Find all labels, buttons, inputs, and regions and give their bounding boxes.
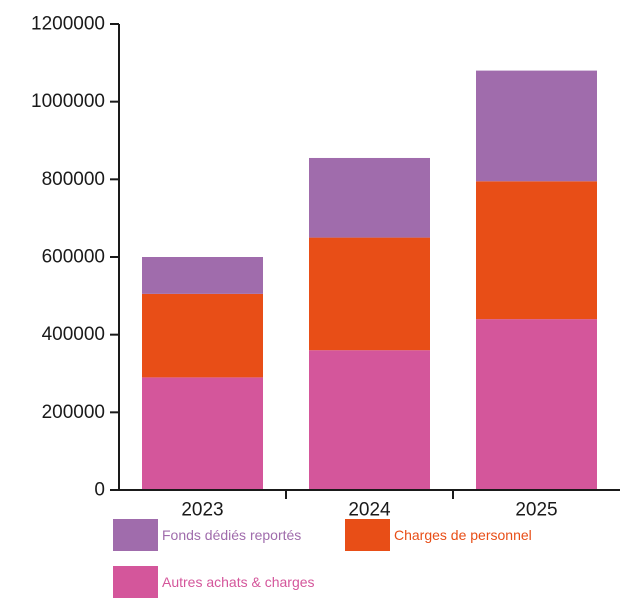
x-tick-label: 2025: [515, 500, 557, 521]
bar-segment: [476, 319, 597, 490]
bar-segment: [142, 377, 263, 490]
y-tick-label: 200000: [42, 402, 105, 423]
y-tick-label: 400000: [42, 324, 105, 345]
x-tick-label: 2024: [348, 500, 391, 521]
bar-segment: [476, 70, 597, 182]
legend-swatch: [345, 519, 390, 551]
y-tick-label: 0: [94, 480, 105, 501]
y-tick-label: 1000000: [31, 91, 105, 112]
bar-segment: [309, 157, 430, 238]
bar-segment: [476, 181, 597, 320]
bar-segment: [142, 293, 263, 378]
y-ticks-layer: 0 200000 400000 600000 800000 1000000 1200000: [31, 14, 119, 501]
bars-layer: [142, 70, 597, 490]
y-tick-label: 600000: [42, 247, 105, 268]
bar-segment: [309, 350, 430, 490]
bar-segment: [142, 257, 263, 294]
legend-swatch: [113, 566, 158, 598]
bar-segment: [309, 237, 430, 351]
y-tick-label: 1200000: [31, 14, 105, 35]
legend-label: Fonds dédiés reportés: [162, 527, 301, 543]
legend-label: Autres achats & charges: [162, 574, 315, 590]
legend-label: Charges de personnel: [394, 527, 532, 543]
x-tick-label: 2023: [181, 500, 223, 521]
y-tick-label: 800000: [42, 169, 105, 190]
x-ticks-layer: 2023 2024 2025: [181, 490, 558, 521]
legend: Fonds dédiés reportés Charges de personne…: [113, 519, 532, 598]
legend-swatch: [113, 519, 158, 551]
